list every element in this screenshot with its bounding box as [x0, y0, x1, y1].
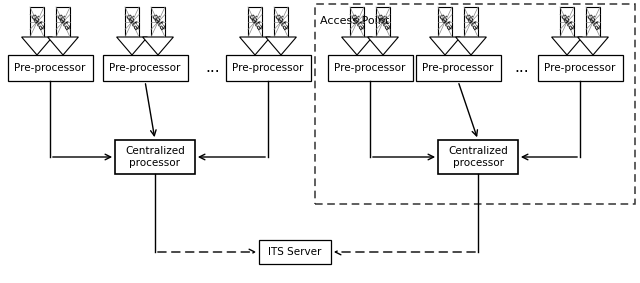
Text: Centralized
processor: Centralized processor — [448, 146, 508, 168]
Bar — [125, 7, 139, 37]
Bar — [274, 7, 288, 37]
Text: Pre-processor: Pre-processor — [422, 63, 493, 73]
Bar — [8, 55, 93, 81]
Polygon shape — [552, 37, 582, 55]
Polygon shape — [239, 37, 270, 55]
Bar — [464, 7, 478, 37]
Bar — [115, 140, 195, 174]
Text: data: data — [149, 12, 167, 32]
Bar — [248, 7, 262, 37]
Polygon shape — [456, 37, 486, 55]
Polygon shape — [429, 37, 460, 55]
Text: data: data — [123, 12, 141, 32]
Bar — [376, 7, 390, 37]
Text: ITS Server: ITS Server — [268, 247, 322, 257]
Bar — [560, 7, 574, 37]
Bar — [315, 4, 635, 204]
Text: data: data — [272, 12, 290, 32]
Text: Pre-processor: Pre-processor — [232, 63, 304, 73]
Polygon shape — [266, 37, 296, 55]
Bar — [56, 7, 70, 37]
Text: data: data — [374, 12, 392, 32]
Bar — [350, 7, 364, 37]
Bar — [102, 55, 188, 81]
Bar — [225, 55, 310, 81]
Polygon shape — [143, 37, 173, 55]
Text: Pre-processor: Pre-processor — [334, 63, 406, 73]
Polygon shape — [342, 37, 372, 55]
Bar — [438, 140, 518, 174]
Text: Pre-processor: Pre-processor — [544, 63, 616, 73]
Text: Access Point: Access Point — [320, 16, 389, 26]
Bar — [30, 7, 44, 37]
Polygon shape — [116, 37, 147, 55]
Text: data: data — [348, 12, 366, 32]
Text: ...: ... — [205, 61, 220, 76]
Text: data: data — [558, 12, 576, 32]
Text: Pre-processor: Pre-processor — [109, 63, 180, 73]
Bar — [586, 7, 600, 37]
Bar — [438, 7, 452, 37]
Text: data: data — [462, 12, 480, 32]
Text: Centralized
processor: Centralized processor — [125, 146, 185, 168]
Bar — [151, 7, 165, 37]
Text: data: data — [246, 12, 264, 32]
Polygon shape — [578, 37, 609, 55]
Text: data: data — [436, 12, 454, 32]
Text: ...: ... — [515, 61, 529, 76]
Bar — [259, 240, 331, 264]
Polygon shape — [367, 37, 398, 55]
Text: data: data — [28, 12, 46, 32]
Bar — [538, 55, 623, 81]
Text: Pre-processor: Pre-processor — [14, 63, 86, 73]
Text: data: data — [584, 12, 602, 32]
Bar — [415, 55, 500, 81]
Polygon shape — [47, 37, 79, 55]
Text: data: data — [54, 12, 72, 32]
Polygon shape — [22, 37, 52, 55]
Bar — [328, 55, 413, 81]
